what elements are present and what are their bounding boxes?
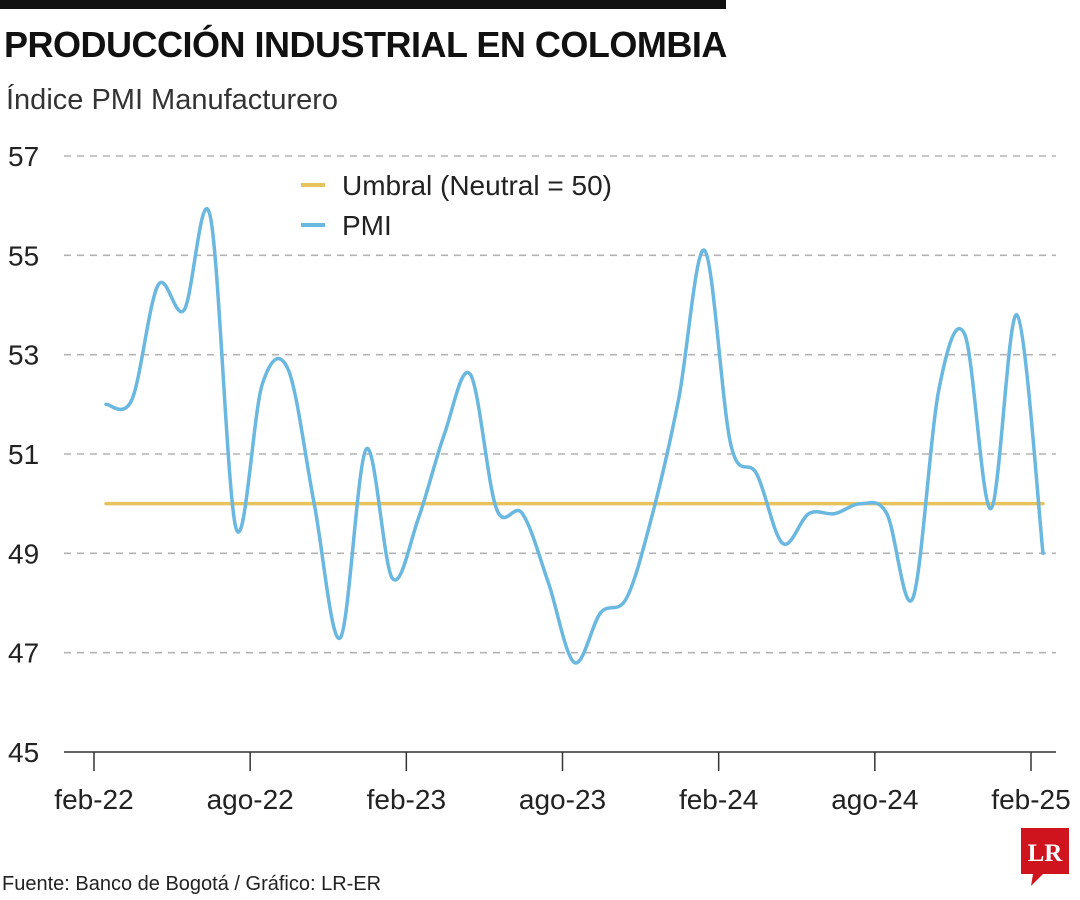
x-tick-label: ago-23 [519,784,606,815]
y-tick-label: 55 [8,240,39,271]
legend-label-pmi: PMI [342,210,392,241]
legend-label-threshold: Umbral (Neutral = 50) [342,170,612,201]
x-tick-label: feb-23 [367,784,446,815]
grid-lines [64,155,1056,654]
chart-subtitle: Índice PMI Manufacturero [6,84,339,116]
y-tick-label: 45 [8,737,39,768]
lr-logo-text: LR [1028,840,1064,867]
chart-title: PRODUCCIÓN INDUSTRIAL EN COLOMBIA [4,24,727,65]
series-lines [104,207,1045,665]
source-note: Fuente: Banco de Bogotá / Gráfico: LR-ER [2,873,382,895]
x-tick-label: feb-25 [991,784,1070,815]
top-accent-bar [0,0,726,9]
x-tick-label: ago-22 [207,784,294,815]
lr-logo-icon: LR [1021,828,1069,886]
y-tick-label: 49 [8,538,39,569]
lr-logo-shape [1021,828,1069,886]
y-tick-label: 57 [8,141,39,172]
legend: Umbral (Neutral = 50) PMI [301,170,612,241]
x-tick-label: ago-24 [831,784,918,815]
x-axis-ticks: feb-22 ago-22 feb-23 ago-23 feb-24 ago-24 feb-… [54,752,1071,815]
y-axis-ticks: 45 47 49 51 53 55 57 [8,141,39,768]
y-tick-label: 53 [8,340,39,371]
y-tick-label: 51 [8,439,39,470]
x-tick-label: feb-24 [679,784,758,815]
y-tick-label: 47 [8,638,39,669]
x-tick-label: feb-22 [54,784,133,815]
pmi-line [104,207,1045,665]
